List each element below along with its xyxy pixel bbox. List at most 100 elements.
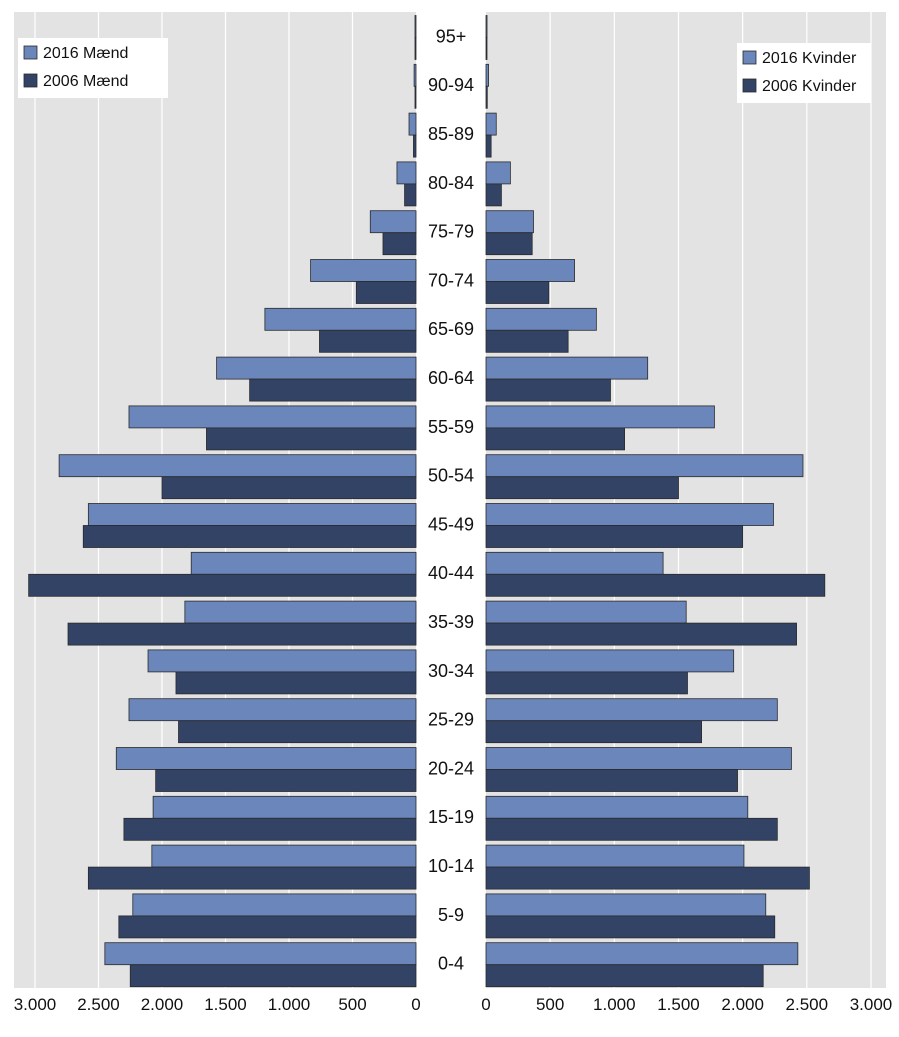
bar-2016-kvinder-60-64	[485, 356, 649, 380]
chart-panels	[14, 12, 886, 988]
bar-2006-maend-45-49	[82, 525, 417, 548]
legend-swatch-2016-kvinder	[742, 50, 757, 65]
bar-2006-kvinder-10-14	[485, 866, 810, 890]
bar-2006-kvinder-55-59	[485, 427, 626, 451]
bar-2006-kvinder-45-49	[485, 525, 744, 548]
bar-2016-kvinder-10-14	[485, 844, 745, 868]
bars	[28, 15, 826, 988]
bar-2006-kvinder-80-84	[485, 183, 502, 207]
bar-2006-maend-0-4	[129, 964, 417, 988]
bar-2016-kvinder-35-39	[485, 600, 687, 624]
legend-right: 2016 Kvinder 2006 Kvinder	[737, 43, 871, 103]
bar-2006-kvinder-65-69	[485, 329, 569, 353]
age-group-label: 50-54	[428, 466, 474, 486]
age-group-label: 55-59	[428, 417, 474, 437]
age-group-label: 75-79	[428, 222, 474, 242]
left-x-tick-label: 3.000	[14, 995, 57, 1014]
bar-2016-kvinder-95plus	[485, 15, 488, 38]
right-x-tick-label: 1.500	[657, 995, 700, 1014]
bar-2006-kvinder-85-89	[485, 134, 492, 158]
legends: 2016 Mænd 2006 Mænd 2016 Kvinder 2006 Kvind…	[18, 38, 871, 103]
legend-left-background	[18, 38, 168, 98]
right-x-tick-label: 0	[481, 995, 490, 1014]
age-group-label: 45-49	[428, 514, 474, 534]
age-group-label: 10-14	[428, 856, 474, 876]
bar-2016-kvinder-40-44	[485, 551, 664, 575]
bar-2016-maend-75-79	[369, 210, 417, 234]
bar-2006-maend-5-9	[118, 915, 417, 939]
bar-2006-maend-85-89	[413, 134, 417, 158]
bar-2006-maend-40-44	[28, 573, 417, 597]
bar-2006-kvinder-35-39	[485, 622, 797, 646]
right-x-tick-label: 3.000	[850, 995, 893, 1014]
bar-2016-kvinder-75-79	[485, 210, 534, 234]
left-x-tick-label: 2.500	[77, 995, 120, 1014]
bar-2006-maend-65-69	[319, 329, 417, 353]
age-group-label: 30-34	[428, 661, 474, 681]
bar-2006-maend-70-74	[355, 281, 417, 304]
bar-2006-kvinder-70-74	[485, 281, 550, 304]
bar-2016-maend-70-74	[310, 259, 417, 282]
bar-2006-maend-60-64	[249, 378, 417, 402]
age-group-label: 85-89	[428, 124, 474, 144]
bar-2006-maend-75-79	[382, 232, 417, 256]
bar-2016-kvinder-25-29	[485, 698, 778, 722]
bar-2006-maend-95plus	[414, 37, 417, 60]
bar-2006-kvinder-20-24	[485, 769, 738, 792]
right-x-tick-label: 500	[536, 995, 564, 1014]
age-group-label: 95+	[436, 26, 467, 46]
bar-2006-maend-25-29	[178, 720, 417, 744]
bar-2006-kvinder-50-54	[485, 476, 679, 500]
bar-2016-maend-90-94	[413, 63, 417, 87]
bar-2006-maend-80-84	[404, 183, 417, 207]
legend-swatch-2006-kvinder	[742, 78, 757, 93]
bar-2016-maend-55-59	[128, 405, 417, 429]
bar-2006-maend-30-34	[175, 671, 417, 695]
legend-swatch-2006-maend	[23, 73, 38, 88]
x-axis-tick-labels: 3.000 2.500 2.000 1.500 1.000 500 0 0 500 1.000 1.…	[14, 995, 893, 1014]
bar-2016-kvinder-45-49	[485, 503, 774, 526]
bar-2016-maend-85-89	[408, 112, 417, 136]
legend-label-2016-kvinder: 2016 Kvinder	[762, 50, 857, 67]
bar-2006-kvinder-90-94	[485, 85, 488, 109]
bar-2006-maend-15-19	[123, 817, 417, 841]
bar-2016-maend-50-54	[58, 454, 417, 478]
bar-2016-maend-25-29	[128, 698, 417, 722]
bar-2006-kvinder-25-29	[485, 720, 703, 744]
age-group-label: 25-29	[428, 710, 474, 730]
bar-2016-maend-40-44	[190, 551, 417, 575]
bar-2016-kvinder-70-74	[485, 259, 575, 282]
legend-left: 2016 Mænd 2006 Mænd	[18, 38, 168, 98]
age-group-label: 65-69	[428, 319, 474, 339]
bar-2016-maend-5-9	[132, 893, 417, 917]
left-x-tick-label: 1.000	[268, 995, 311, 1014]
bar-2006-maend-10-14	[87, 866, 417, 890]
age-group-label: 15-19	[428, 807, 474, 827]
legend-label-2006-kvinder: 2006 Kvinder	[762, 78, 857, 95]
left-x-tick-label: 500	[338, 995, 366, 1014]
bar-2016-kvinder-20-24	[485, 747, 792, 770]
bar-2006-kvinder-0-4	[485, 964, 764, 988]
age-group-label: 20-24	[428, 758, 474, 778]
bar-2006-kvinder-30-34	[485, 671, 688, 695]
bar-2016-maend-60-64	[216, 356, 417, 380]
bar-2016-maend-65-69	[264, 307, 417, 331]
bar-2016-kvinder-50-54	[485, 454, 804, 478]
bar-2006-maend-55-59	[206, 427, 417, 451]
bar-2016-maend-30-34	[147, 649, 417, 673]
legend-label-2016-maend: 2016 Mænd	[43, 45, 128, 62]
bar-2016-kvinder-30-34	[485, 649, 735, 673]
left-panel-background	[14, 12, 416, 988]
left-x-tick-label: 1.500	[204, 995, 247, 1014]
bar-2006-kvinder-95plus	[485, 37, 488, 60]
bar-2016-maend-45-49	[87, 503, 417, 526]
bar-2016-kvinder-65-69	[485, 307, 597, 331]
bar-2006-maend-35-39	[67, 622, 417, 646]
bar-2016-kvinder-5-9	[485, 893, 767, 917]
right-panel-background	[486, 12, 886, 988]
age-group-label: 0-4	[438, 954, 464, 974]
bar-2016-maend-10-14	[151, 844, 417, 868]
age-group-labels: 0-4 5-9 10-14 15-19 20-24 25-29 30-34 35-39 40-4…	[428, 26, 474, 973]
legend-right-background	[737, 43, 871, 103]
